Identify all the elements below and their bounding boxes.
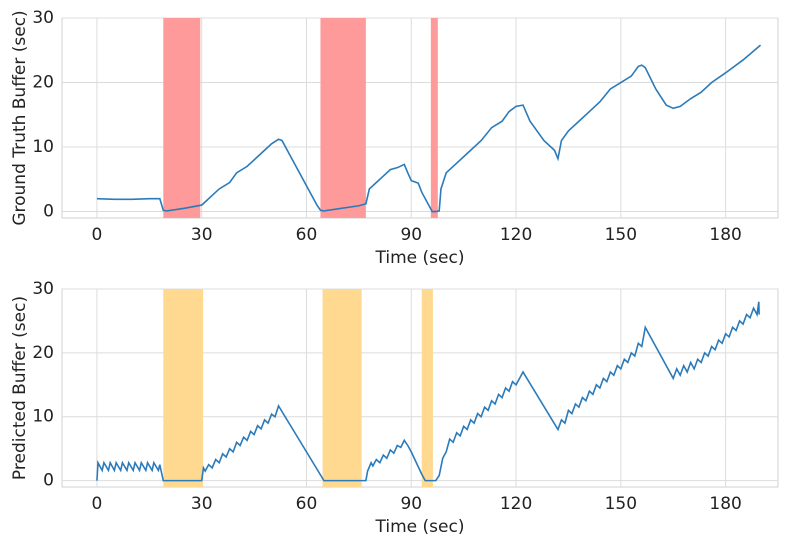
x-tick-label: 180 [709, 494, 741, 514]
x-tick-label: 0 [92, 494, 103, 514]
y-tick-label: 0 [43, 471, 54, 491]
x-tick-label: 30 [191, 225, 213, 245]
x-tick-label: 150 [605, 494, 637, 514]
shaded-span [322, 289, 362, 487]
y-axis-label: Ground Truth Buffer (sec) [10, 10, 30, 225]
line [96, 301, 760, 482]
y-tick-label: 20 [32, 73, 54, 93]
shaded-span [320, 18, 366, 218]
x-tick-label: 120 [500, 494, 532, 514]
y-tick-label: 20 [32, 343, 54, 363]
x-tick-label: 150 [605, 225, 637, 245]
x-tick-label: 30 [191, 494, 213, 514]
y-tick-label: 30 [32, 8, 54, 28]
y-tick-label: 10 [32, 407, 54, 427]
shaded-span [163, 18, 201, 218]
x-tick-label: 90 [400, 494, 422, 514]
line [96, 44, 762, 213]
shaded-span [421, 289, 433, 487]
y-tick-label: 30 [32, 279, 54, 299]
x-axis-label: Time (sec) [375, 248, 465, 268]
y-axis-label: Predicted Buffer (sec) [10, 296, 30, 480]
shaded-span [163, 289, 204, 487]
x-tick-label: 180 [709, 225, 741, 245]
x-tick-label: 60 [296, 494, 318, 514]
x-tick-label: 60 [296, 225, 318, 245]
y-tick-label: 10 [32, 137, 54, 157]
shaded-span [430, 18, 438, 218]
x-tick-label: 0 [92, 225, 103, 245]
y-tick-label: 0 [43, 202, 54, 222]
x-tick-label: 120 [500, 225, 532, 245]
x-axis-label: Time (sec) [375, 517, 465, 537]
x-tick-label: 90 [400, 225, 422, 245]
